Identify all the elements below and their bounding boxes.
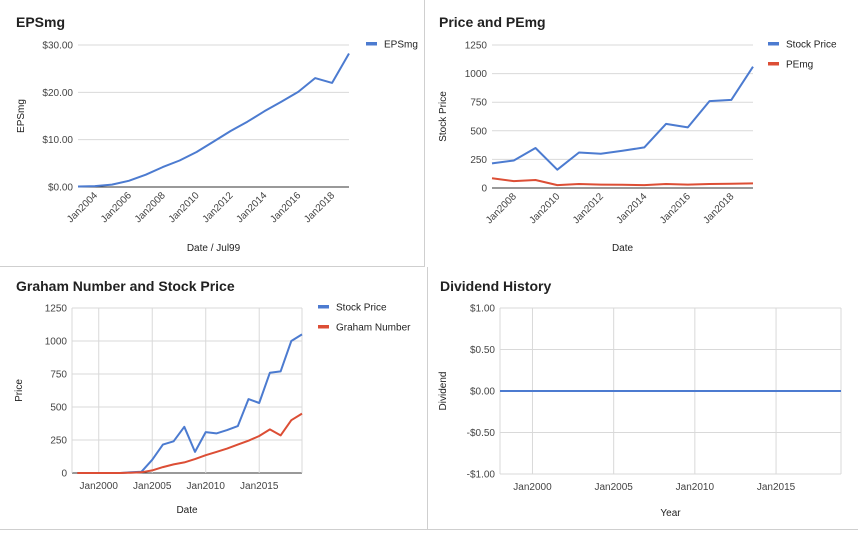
- legend-swatch: [318, 325, 329, 329]
- y-tick-label: 0: [481, 184, 487, 195]
- x-axis-label: Date: [176, 505, 198, 516]
- x-tick-label: Jan2000: [80, 481, 119, 492]
- y-tick-label: 750: [470, 98, 487, 109]
- y-tick-label: 250: [50, 436, 67, 447]
- x-tick-label: Jan2018: [701, 191, 736, 226]
- chart-title: Graham Number and Stock Price: [16, 278, 235, 294]
- dividend-chart: Dividend History -$1.00 -$0.50 $0.00 $0.50 $1…: [438, 278, 842, 519]
- legend-label: Graham Number: [336, 323, 411, 334]
- chart-title: Dividend History: [440, 278, 551, 294]
- y-tick-label: $0.00: [48, 183, 73, 194]
- chart-panel-price-pemg: Price and PEmg 0 250 500 750 1000 1250 Jan2008 J…: [428, 0, 858, 267]
- x-axis-label: Date / Jul99: [187, 243, 241, 254]
- legend-swatch: [768, 62, 779, 66]
- y-tick-label: $0.50: [470, 345, 495, 356]
- y-tick-label: 1250: [45, 304, 68, 315]
- x-tick-label: Jan2016: [268, 190, 303, 225]
- y-axis-label: Dividend: [438, 372, 449, 411]
- y-tick-label: 0: [61, 469, 67, 480]
- series-line: [77, 333, 303, 474]
- y-tick-label: 1000: [45, 337, 68, 348]
- y-tick-label: 1000: [465, 69, 488, 80]
- epsmg-chart: EPSmg$0.00$10.00$20.00$30.00Jan2004Jan20…: [16, 14, 418, 254]
- x-tick-label: Jan2018: [302, 190, 337, 225]
- legend-label: PEmg: [786, 60, 813, 71]
- legend-swatch: [366, 42, 377, 46]
- chart-title: EPSmg: [16, 14, 65, 30]
- chart-title: Price and PEmg: [439, 14, 546, 30]
- y-tick-label: $1.00: [470, 304, 495, 315]
- chart-panel-graham: Graham Number and Stock Price 0 250 500 750 1…: [0, 267, 428, 530]
- y-axis-label: Stock Price: [438, 91, 449, 142]
- y-tick-label: 250: [470, 155, 487, 166]
- y-tick-label: 500: [50, 403, 67, 414]
- legend-swatch: [768, 42, 779, 46]
- x-tick-label: Jan2010: [676, 482, 715, 493]
- chart-panel-epsmg: EPSmg $0.00 $10.00 $20.00 $30.00 Jan2004 Jan20…: [0, 0, 425, 267]
- legend-swatch: [318, 305, 329, 309]
- series-line: [491, 66, 754, 171]
- x-tick-label: Jan2014: [235, 190, 270, 225]
- x-tick-label: Jan2010: [167, 190, 202, 225]
- y-axis-label: EPSmg: [16, 99, 27, 133]
- x-tick-label: Jan2015: [757, 482, 796, 493]
- x-tick-label: Jan2004: [65, 190, 100, 225]
- y-tick-label: $10.00: [42, 135, 73, 146]
- series-line: [77, 53, 350, 188]
- graham-chart: Graham Number and Stock Price 0 250 500 750 1…: [14, 278, 411, 516]
- chart-panel-dividend: Dividend History -$1.00 -$0.50 $0.00 $0.50 $1…: [428, 267, 858, 530]
- y-tick-label: -$0.50: [467, 428, 496, 439]
- x-axis-label: Year: [660, 508, 681, 519]
- y-tick-label: $0.00: [470, 387, 495, 398]
- x-tick-label: Jan2016: [658, 191, 693, 226]
- x-tick-label: Jan2008: [484, 191, 519, 226]
- x-tick-label: Jan2006: [99, 190, 134, 225]
- x-tick-label: Jan2008: [133, 190, 168, 225]
- y-tick-label: 1250: [465, 41, 488, 52]
- x-tick-label: Jan2012: [571, 191, 606, 226]
- x-axis-label: Date: [612, 243, 634, 254]
- x-tick-label: Jan2010: [187, 481, 226, 492]
- series-line: [491, 177, 754, 187]
- y-tick-label: $20.00: [42, 88, 73, 99]
- x-tick-label: Jan2000: [513, 482, 552, 493]
- legend-label: Stock Price: [336, 303, 387, 314]
- x-tick-label: Jan2005: [594, 482, 633, 493]
- legend-label: Stock Price: [786, 40, 837, 51]
- x-tick-label: Jan2015: [240, 481, 279, 492]
- x-tick-label: Jan2010: [527, 191, 562, 226]
- y-tick-label: 750: [50, 370, 67, 381]
- series-line: [77, 412, 303, 474]
- y-tick-label: $30.00: [42, 41, 73, 52]
- x-tick-label: Jan2014: [614, 191, 649, 226]
- legend-label: EPSmg: [384, 40, 418, 51]
- x-tick-label: Jan2012: [201, 190, 236, 225]
- y-axis-label: Price: [14, 379, 25, 402]
- y-tick-label: -$1.00: [467, 470, 496, 481]
- x-tick-label: Jan2005: [133, 481, 172, 492]
- y-tick-label: 500: [470, 126, 487, 137]
